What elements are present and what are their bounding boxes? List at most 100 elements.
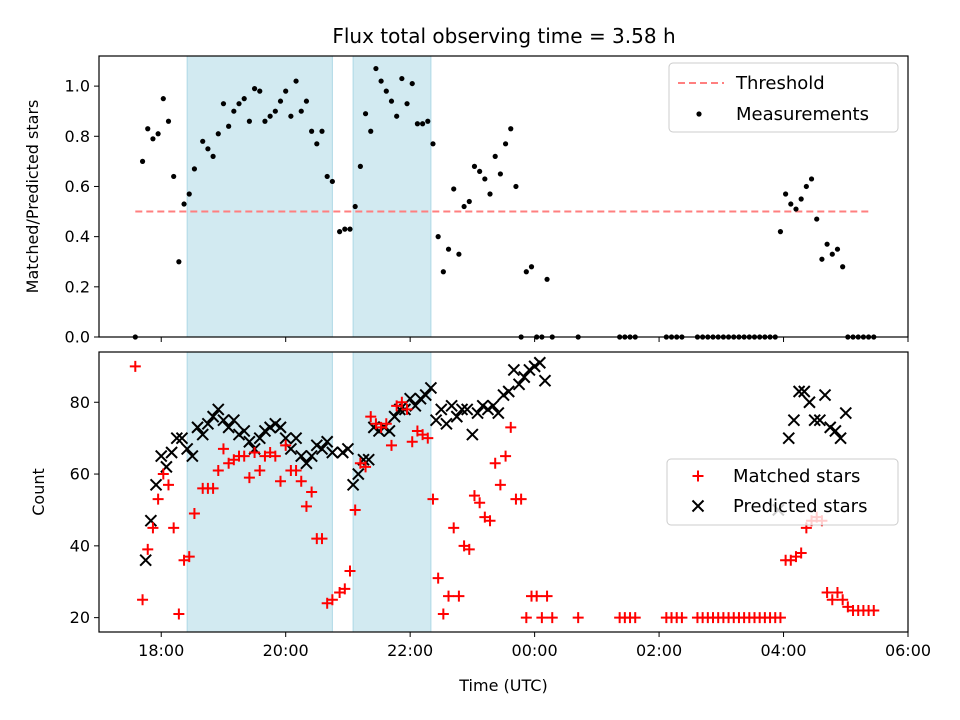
matched-point [316,533,328,545]
measurement-point [309,128,315,134]
measurement-point [246,118,252,124]
chart-title: Flux total observing time = 3.58 h [332,24,675,48]
predicted-point [803,396,816,409]
matched-point [295,475,307,487]
predicted-point [507,363,521,377]
legend-predicted-label: Predicted stars [733,496,867,517]
matched-point [173,608,185,620]
count-y-axis: 20 40 60 80 [70,393,99,627]
legend-measurement-label: Measurements [736,104,869,125]
x-tick-label: 00:00 [512,641,558,660]
legend-box [668,62,899,133]
matched-point [868,604,880,616]
predicted-point [144,514,158,527]
measurement-point [226,123,232,129]
measurement-point [777,229,784,235]
predicted-point [258,424,272,438]
measurement-point [241,96,247,102]
matched-point [396,396,408,408]
ratio-panel-frame [98,55,909,338]
predicted-point [300,457,313,470]
predicted-point [798,385,811,398]
predicted-point [512,378,526,391]
matched-point [484,515,496,527]
measurement-point [409,80,415,87]
predicted-point [352,467,365,481]
measurement-point [798,196,804,202]
measurement-point [272,108,278,114]
predicted-point [818,388,832,402]
predicted-point [274,421,287,434]
predicted-point [497,388,510,402]
predicted-point [196,428,209,441]
y-tick-label: 40 [70,536,90,555]
matched-point [306,486,318,498]
y-tick-label: 0.4 [65,227,90,246]
measurement-point [324,173,330,180]
matched-point [463,543,475,555]
matched-point [515,493,527,505]
predicted-point [201,417,215,431]
ratio-y-label: Matched/Predicted stars [23,100,42,294]
matched-point [183,551,195,563]
legend-box [666,458,899,526]
predicted-point [440,417,453,431]
measurement-point [430,141,436,147]
measurement-point [814,216,820,222]
measurement-point [357,163,363,169]
matched-point [821,587,833,599]
matched-point [474,497,486,509]
measurement-point [394,113,400,119]
measurement-point [502,141,509,147]
measurement-point [404,101,410,107]
matched-point [385,439,397,451]
predicted-point [170,431,183,445]
measurement-point [191,166,198,172]
predicted-point [186,449,199,463]
matched-point [520,612,532,624]
x-tick-label: 18:00 [138,641,184,660]
predicted-point [269,417,282,431]
measurement-point [508,126,514,132]
measurement-point [783,191,789,197]
y-tick-label: 0.2 [65,277,90,296]
matched-point [339,583,351,595]
observing-window [352,55,432,338]
matched-point [676,612,688,624]
predicted-point [191,421,204,434]
matched-point [326,594,338,606]
matched-point [300,500,312,512]
matched-point [275,475,287,487]
ratio-x-ticks [160,337,909,342]
measurement-point [544,276,550,282]
matched-point [443,590,455,602]
predicted-point [486,399,500,413]
measurement-point [513,183,519,190]
matched-point [837,594,849,606]
matched-point [546,612,558,624]
measurement-point [456,251,462,257]
matched-point [489,457,501,469]
predicted-point [212,403,225,416]
predicted-point [502,385,515,398]
matched-point [422,432,434,444]
measurement-point [251,86,258,92]
measurement-point [337,229,343,235]
measurement-point [303,98,310,104]
measurement-point [262,118,268,124]
time-x-label: Time (UTC) [458,676,547,695]
matched-point [168,522,180,534]
predicted-point [813,413,827,427]
predicted-point [217,413,230,427]
measurement-point [399,75,405,82]
measurement-point [171,173,177,180]
measurement-point [342,226,348,232]
predicted-point [289,431,303,445]
predicted-point [237,424,251,438]
matched-point [505,421,517,433]
predicted-point [227,413,241,427]
predicted-point [445,399,458,413]
predicted-point [533,356,547,369]
measurement-point [840,264,846,270]
predicted-point [222,421,235,434]
